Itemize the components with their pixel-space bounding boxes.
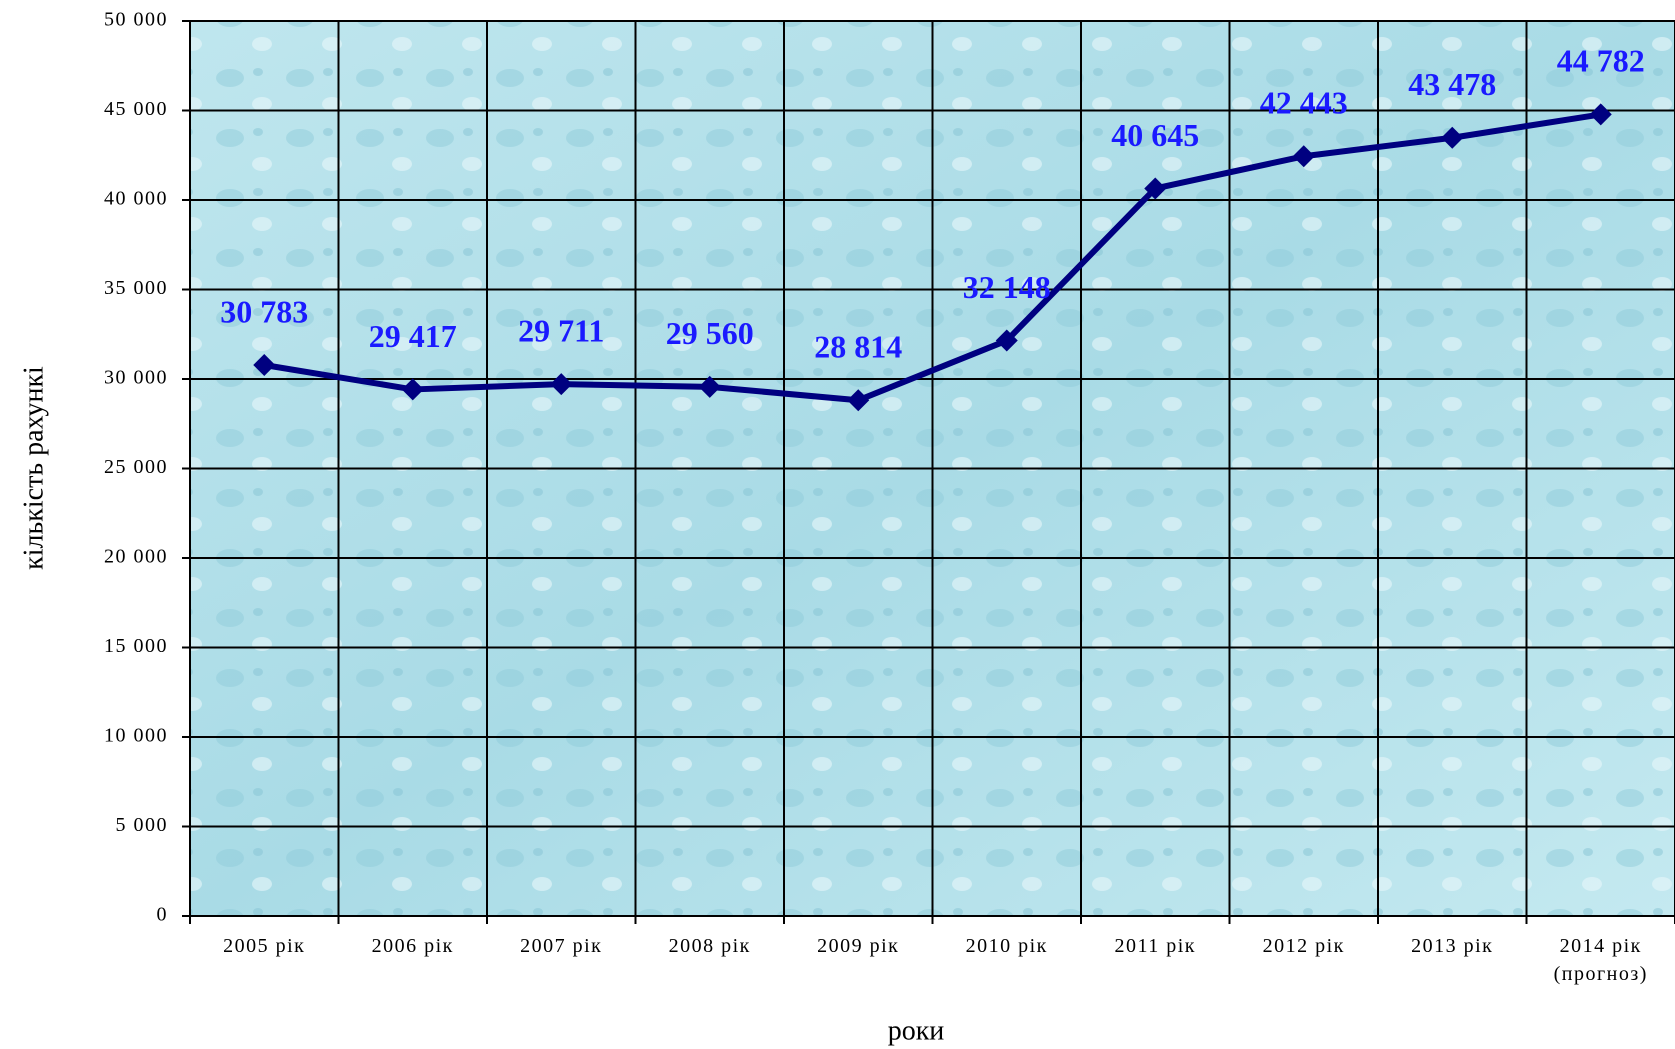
y-tick-label: 10 000 bbox=[104, 725, 168, 747]
x-axis-title: роки bbox=[888, 1015, 945, 1046]
y-axis-title: кількість рахункі bbox=[18, 366, 49, 570]
data-label: 40 645 bbox=[1111, 117, 1199, 153]
y-tick-label: 50 000 bbox=[104, 9, 168, 31]
data-label: 44 782 bbox=[1557, 43, 1645, 79]
chart-svg: кількість рахункі роки 0 5 000 10 000 15 00… bbox=[0, 0, 1675, 1049]
data-label: 30 783 bbox=[220, 293, 308, 329]
y-tick-label: 20 000 bbox=[104, 546, 168, 568]
chart: кількість рахункі роки 0 5 000 10 000 15 00… bbox=[0, 0, 1675, 1049]
x-tick-label: 2006 рік bbox=[339, 932, 488, 960]
data-label: 29 417 bbox=[369, 318, 457, 354]
y-tick-label: 40 000 bbox=[104, 188, 168, 210]
x-tick-label: 2005 рік bbox=[190, 932, 339, 960]
y-tick-label: 30 000 bbox=[104, 367, 168, 389]
x-tick-label: 2009 рік bbox=[784, 932, 933, 960]
y-tick-label: 45 000 bbox=[104, 98, 168, 120]
data-label: 29 560 bbox=[666, 315, 754, 351]
y-tick-label: 25 000 bbox=[104, 456, 168, 478]
x-tick-label: 2013 рік bbox=[1378, 932, 1527, 960]
y-tick-label: 0 bbox=[157, 904, 169, 926]
y-tick-label: 35 000 bbox=[104, 277, 168, 299]
data-label: 43 478 bbox=[1408, 66, 1496, 102]
data-label: 32 148 bbox=[963, 269, 1051, 305]
x-tick-label: 2011 рік bbox=[1081, 932, 1230, 960]
x-tick-label: 2012 рік bbox=[1230, 932, 1379, 960]
y-tick-label: 5 000 bbox=[116, 814, 169, 836]
data-label: 29 711 bbox=[518, 313, 604, 349]
x-tick-label: 2014 рік (прогноз) bbox=[1527, 932, 1675, 988]
x-tick-label: 2010 рік bbox=[933, 932, 1082, 960]
x-tick-label: 2008 рік bbox=[636, 932, 785, 960]
x-tick-label: 2007 рік bbox=[487, 932, 636, 960]
y-tick-label: 15 000 bbox=[104, 635, 168, 657]
data-label: 42 443 bbox=[1260, 85, 1348, 121]
data-label: 28 814 bbox=[814, 329, 902, 365]
